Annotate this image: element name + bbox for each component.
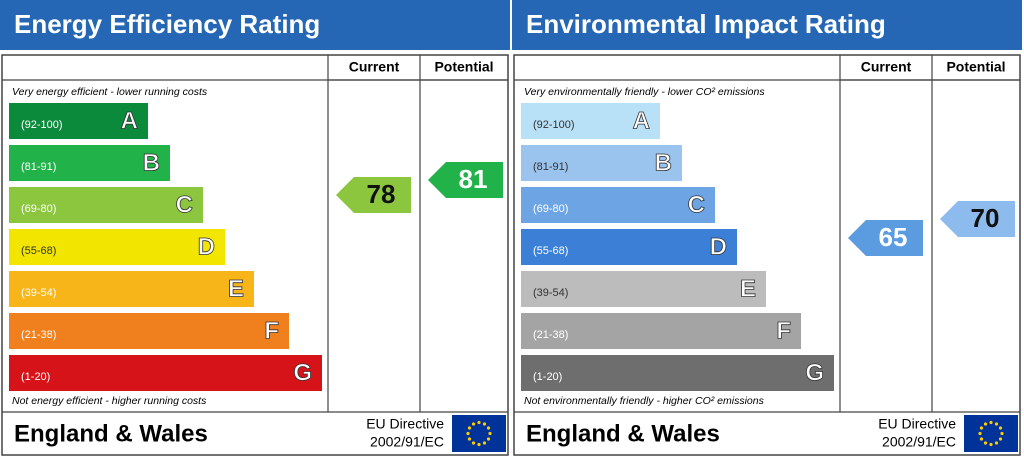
column-header: Current [861, 59, 912, 75]
column-header: Potential [946, 59, 1005, 75]
band-range: (55-68) [21, 245, 56, 257]
band-letter: C [176, 191, 193, 218]
rating-band [9, 229, 225, 265]
rating-band [521, 313, 801, 349]
rating-value: 78 [367, 179, 396, 209]
eu-star [1000, 431, 1004, 436]
band-range: (92-100) [21, 119, 63, 131]
column-header: Current [349, 59, 400, 75]
footer-code: 2002/91/EC [370, 434, 444, 450]
band-letter: F [776, 317, 791, 344]
bottom-note: Not energy efficient - higher running co… [12, 395, 207, 407]
rating-band [9, 103, 148, 139]
eu-star [486, 437, 491, 441]
band-range: (21-38) [21, 329, 56, 341]
panel-title: Environmental Impact Rating [526, 9, 886, 39]
eu-star [488, 431, 492, 436]
band-range: (1-20) [21, 371, 50, 383]
eu-star [978, 431, 982, 436]
footer-region: England & Wales [14, 420, 208, 447]
rating-band [521, 229, 737, 265]
eu-star [979, 426, 984, 430]
rating-arrow [336, 177, 411, 213]
band-letter: B [143, 149, 160, 176]
eu-star [994, 422, 999, 426]
footer-region: England & Wales [526, 420, 720, 447]
rating-arrow [940, 201, 1015, 237]
band-letter: D [710, 233, 727, 260]
rating-band [9, 355, 322, 391]
rating-arrow [428, 162, 503, 198]
rating-band [521, 103, 660, 139]
eu-flag [452, 415, 506, 452]
eu-star [983, 422, 988, 426]
rating-band [9, 145, 170, 181]
eu-star [471, 441, 476, 445]
eu-star [477, 442, 481, 447]
eu-star [467, 426, 472, 430]
rating-band [521, 145, 682, 181]
rating-band [9, 187, 203, 223]
top-note: Very environmentally friendly - lower CO… [524, 86, 765, 98]
band-range: (92-100) [533, 119, 575, 131]
footer-code: 2002/91/EC [882, 434, 956, 450]
band-letter: E [740, 275, 756, 302]
eu-star [467, 437, 472, 441]
panel-title: Energy Efficiency Rating [14, 9, 320, 39]
footer-directive: EU Directive [366, 416, 444, 432]
header-bar [512, 0, 1022, 50]
eu-star [482, 441, 487, 445]
eu-star [466, 431, 470, 436]
eu-star [994, 441, 999, 445]
band-range: (69-80) [21, 203, 56, 215]
rating-band [521, 355, 834, 391]
eu-star [998, 426, 1003, 430]
band-letter: B [655, 149, 672, 176]
band-range: (81-91) [21, 161, 56, 173]
band-letter: A [121, 107, 138, 134]
rating-arrow [848, 220, 923, 256]
band-range: (39-54) [533, 287, 568, 299]
band-letter: F [264, 317, 279, 344]
eu-star [486, 426, 491, 430]
footer-directive: EU Directive [878, 416, 956, 432]
band-range: (55-68) [533, 245, 568, 257]
eu-star [482, 422, 487, 426]
band-range: (81-91) [533, 161, 568, 173]
top-note: Very energy efficient - lower running co… [12, 86, 208, 98]
band-letter: D [198, 233, 215, 260]
eu-star [983, 441, 988, 445]
rating-band [521, 271, 766, 307]
column-header: Potential [434, 59, 493, 75]
rating-band [521, 187, 715, 223]
band-letter: A [633, 107, 650, 134]
band-letter: E [228, 275, 244, 302]
eu-star [471, 422, 476, 426]
eu-star [477, 420, 481, 425]
eu-star [998, 437, 1003, 441]
bottom-note: Not environmentally friendly - higher CO… [524, 395, 765, 407]
band-letter: G [805, 359, 824, 386]
band-letter: C [688, 191, 705, 218]
rating-band [9, 271, 254, 307]
eu-star [989, 442, 993, 447]
eu-star [989, 420, 993, 425]
band-range: (69-80) [533, 203, 568, 215]
eu-star [979, 437, 984, 441]
rating-band [9, 313, 289, 349]
band-range: (39-54) [21, 287, 56, 299]
rating-value: 70 [971, 203, 1000, 233]
band-range: (1-20) [533, 371, 562, 383]
band-range: (21-38) [533, 329, 568, 341]
rating-value: 81 [459, 164, 488, 194]
band-letter: G [293, 359, 312, 386]
eu-flag [964, 415, 1018, 452]
rating-value: 65 [879, 222, 908, 252]
header-bar [0, 0, 510, 50]
